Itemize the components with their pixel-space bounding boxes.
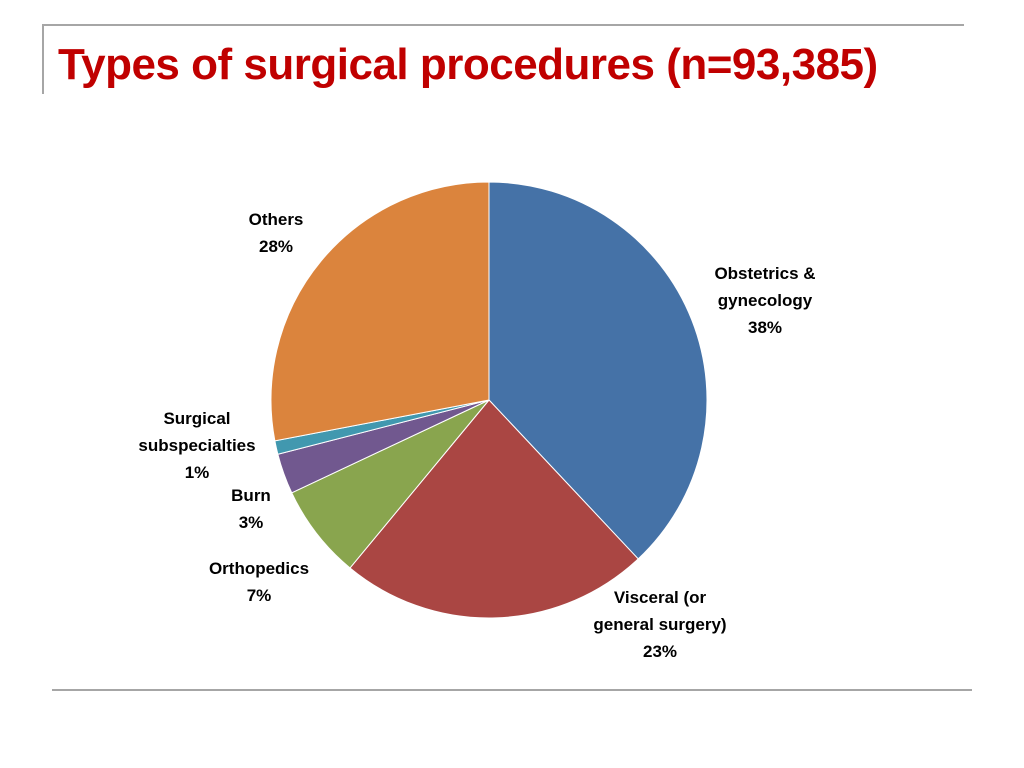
pie-category-label: Others [249,210,304,229]
slide-frame-top-line [42,24,964,26]
pie-value-label: 3% [239,513,264,532]
pie-slice-obstetrics [488,181,708,560]
pie-value-label: 1% [185,463,210,482]
pie-category-label: Orthopedics [209,559,309,578]
pie-data-label: Surgical subspecialties 1% [138,409,255,482]
pie-category-label: subspecialties [138,436,255,455]
slide-frame-left-line [42,24,44,94]
pie-labels: Obstetrics & gynecology 38% Visceral (or gen… [138,210,815,661]
pie-data-label: Obstetrics & gynecology 38% [714,264,815,337]
pie-data-label: Burn 3% [231,486,271,532]
pie-category-label: Visceral (or [614,588,707,607]
pie-data-label: Others 28% [249,210,304,256]
pie-category-label: Burn [231,486,271,505]
pie-category-label: Obstetrics & [714,264,815,283]
pie-value-label: 28% [259,237,293,256]
pie-value-label: 7% [247,586,272,605]
pie-slices [270,181,708,619]
pie-category-label: Surgical [163,409,230,428]
pie-value-label: 23% [643,642,677,661]
pie-data-label: Orthopedics 7% [209,559,309,605]
pie-category-label: general surgery) [593,615,726,634]
pie-category-label: gynecology [718,291,813,310]
slide-bottom-rule [52,689,972,691]
pie-slice-others [270,181,490,442]
pie-slice-visceral-or [349,399,639,619]
slide-title: Types of surgical procedures (n=93,385) [58,40,878,89]
pie-value-label: 38% [748,318,782,337]
pie-data-label: Visceral (or general surgery) 23% [593,588,726,661]
